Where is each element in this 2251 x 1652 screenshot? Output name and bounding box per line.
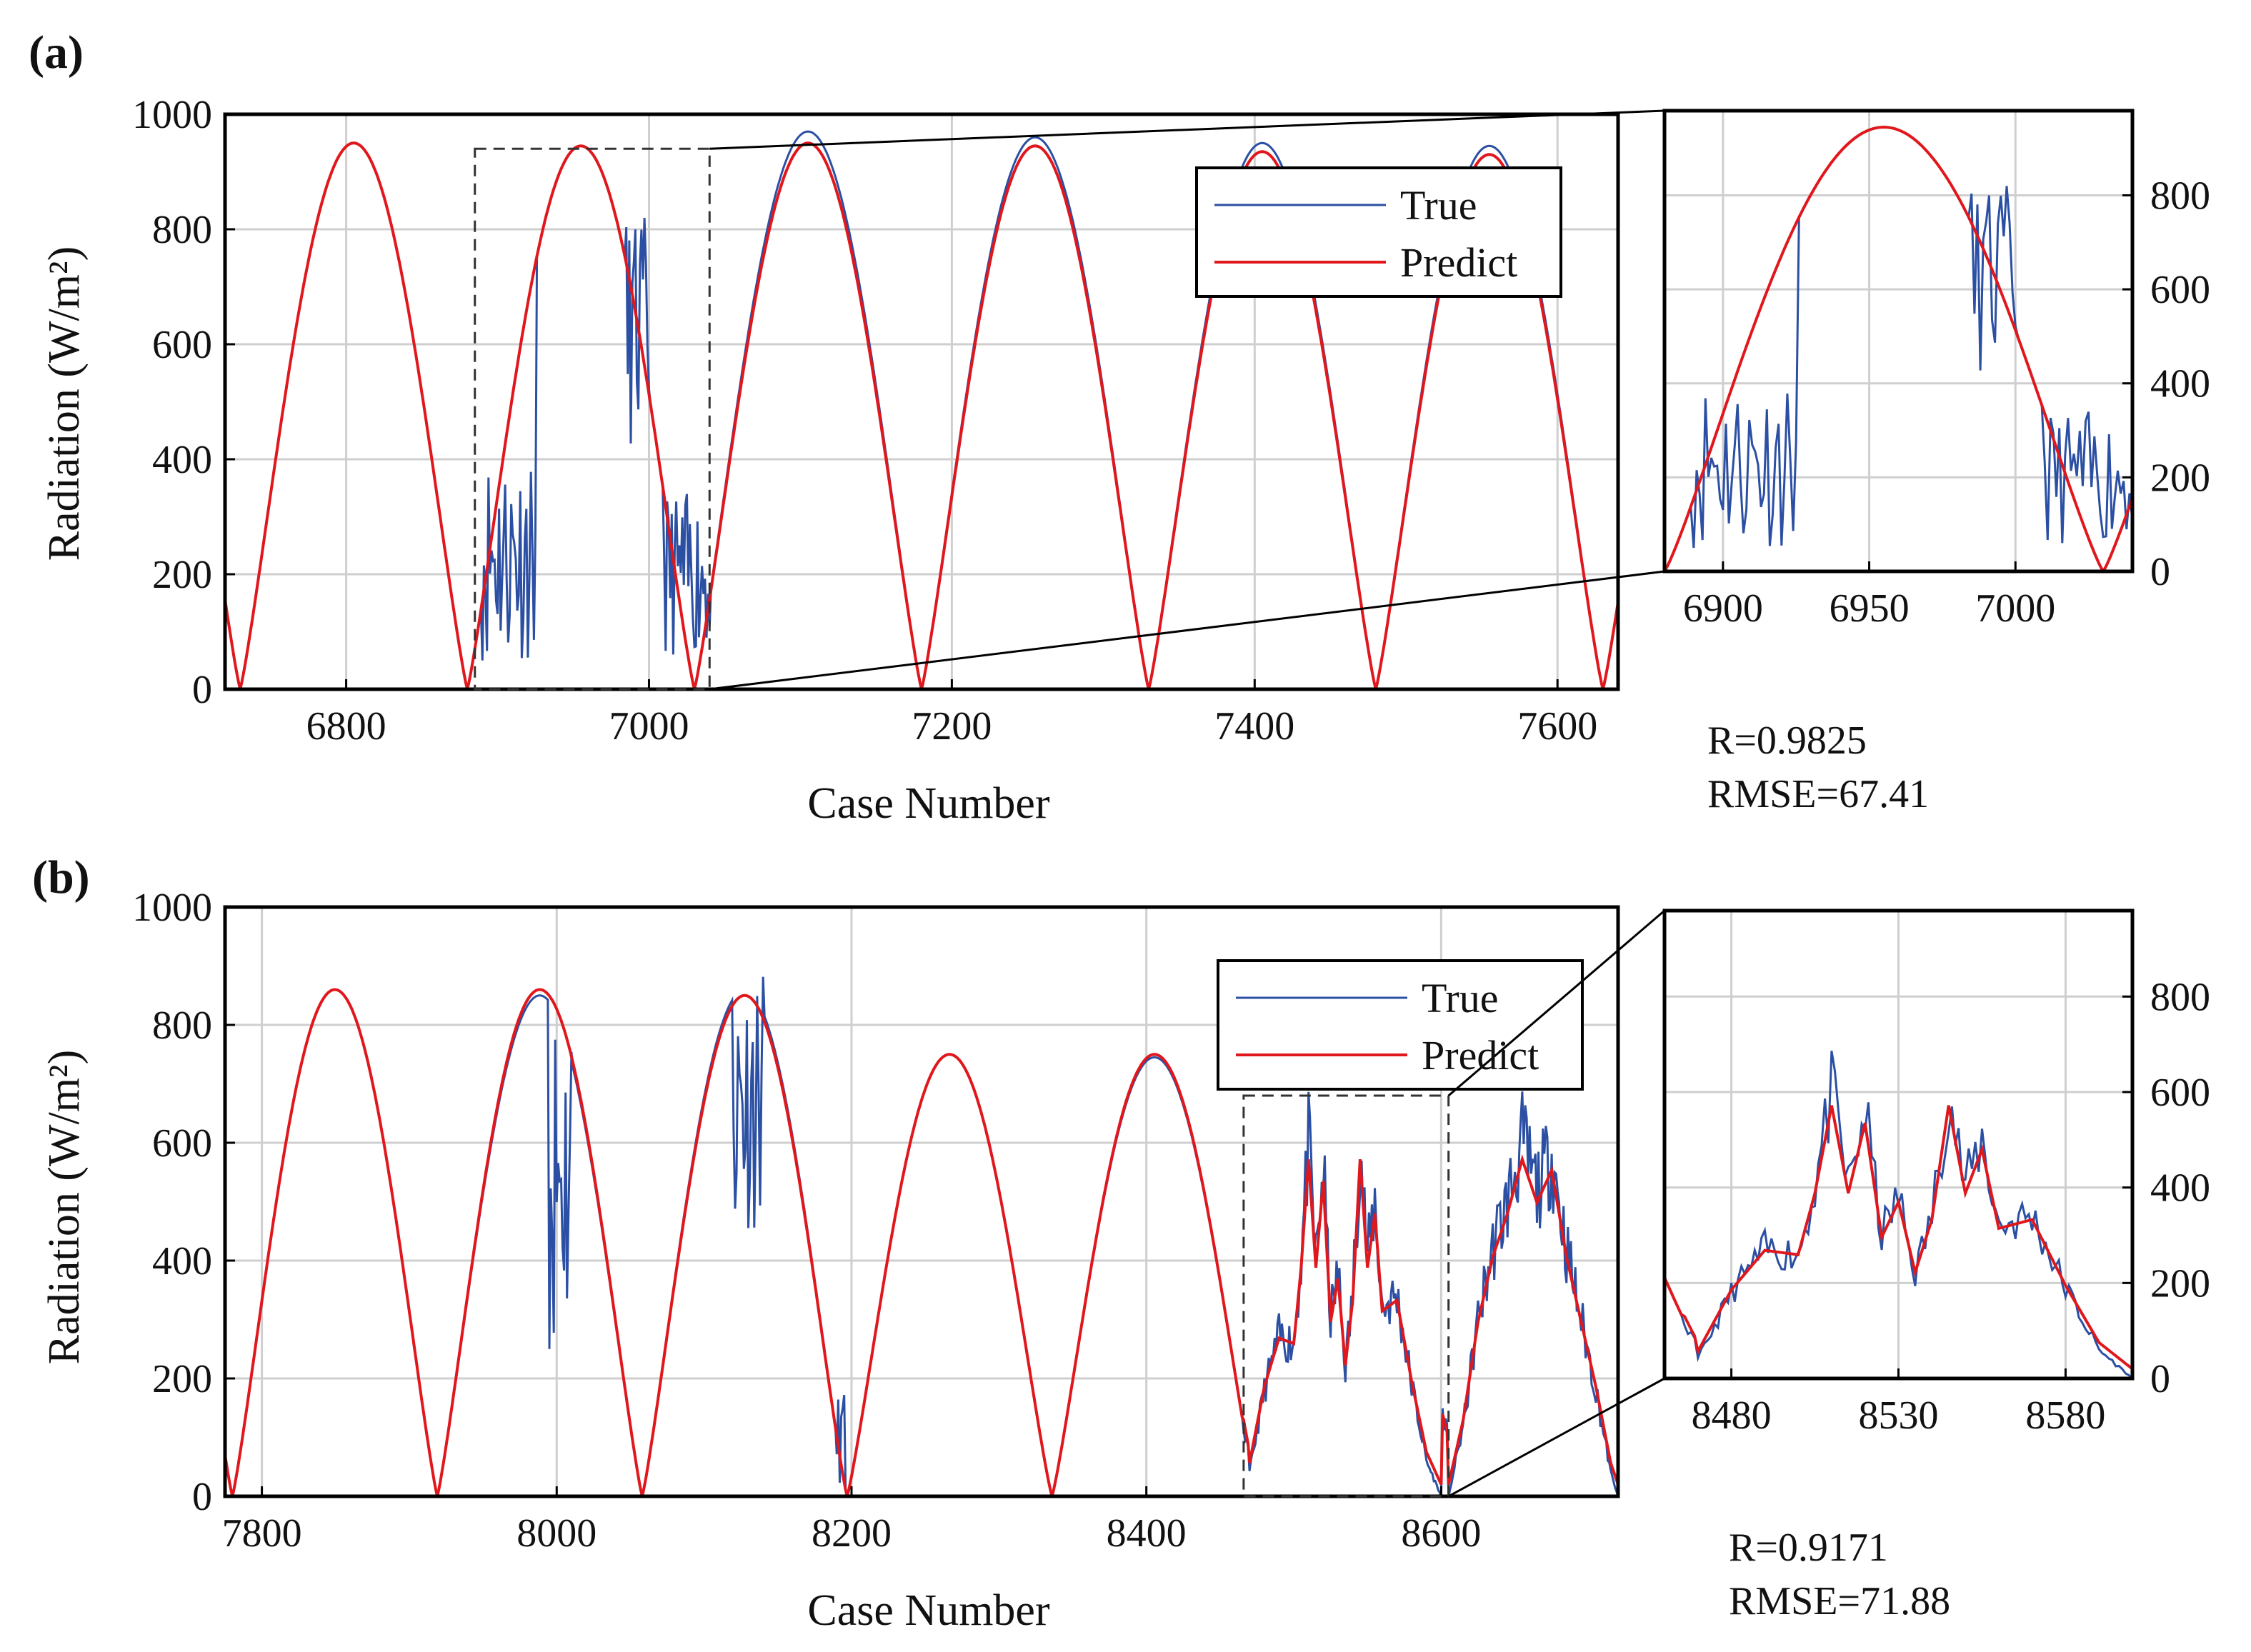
panel-a-r-value: R=0.9825 <box>1707 719 1867 763</box>
a-inset-ytick-label-0: 0 <box>2150 550 2170 594</box>
a-main-xtick-label-0: 6800 <box>306 704 386 749</box>
a-main-ytick-label-4: 800 <box>152 208 212 252</box>
b-main-ytick-label-5: 1000 <box>132 886 212 930</box>
a-inset-frame <box>1662 109 2135 574</box>
a-main-xtick-label-2: 7200 <box>912 704 992 749</box>
b-main-xtick-label-3: 8400 <box>1107 1511 1187 1556</box>
b-main-xtick-label-1: 8000 <box>516 1511 597 1556</box>
b-main-ytick-label-0: 0 <box>192 1475 212 1519</box>
b-main-legend-box <box>1217 959 1584 1091</box>
panel-b-ylabel: Radiation (W/m²) <box>40 1050 89 1364</box>
a-inset-xtick-label-0: 6900 <box>1683 586 1763 631</box>
b-main-legend-label-0: True <box>1422 975 1498 1021</box>
panel-a-ylabel: Radiation (W/m²) <box>40 246 89 561</box>
b-main-ytick-label-2: 400 <box>152 1239 212 1283</box>
panel-b-xlabel: Case Number <box>807 1586 1050 1635</box>
a-main-xtick-label-4: 7600 <box>1517 704 1597 749</box>
b-inset-xtick-label-0: 8480 <box>1692 1393 1772 1438</box>
b-main-ytick-label-1: 200 <box>152 1357 212 1401</box>
panel-b-rmse-value: RMSE=71.88 <box>1729 1579 1950 1623</box>
a-main-zoom-connector-bottom <box>709 570 1665 691</box>
b-main-xtick-label-0: 7800 <box>222 1511 302 1556</box>
panel-a-xlabel: Case Number <box>807 779 1050 828</box>
b-main-frame <box>223 905 1620 1498</box>
a-main-zoom-box <box>474 147 711 691</box>
panel-b-r-value: R=0.9171 <box>1729 1526 1888 1570</box>
panel-b-label: (b) <box>32 851 90 903</box>
a-inset-ytick-label-1: 200 <box>2150 456 2210 500</box>
a-main-series-predict <box>225 141 1618 689</box>
a-inset-ytick-label-3: 600 <box>2150 268 2210 312</box>
a-main-frame <box>223 112 1620 691</box>
a-main-ytick-label-2: 400 <box>152 438 212 482</box>
a-main-zoom-connector-top <box>709 109 1665 150</box>
b-main-xtick-label-2: 8200 <box>812 1511 892 1556</box>
b-main-xtick-label-4: 8600 <box>1401 1511 1481 1556</box>
b-main-zoom-box <box>1242 1094 1450 1498</box>
b-inset-series-predict <box>1664 1105 2132 1371</box>
b-main-zoom-connector-bottom <box>1447 1377 1665 1498</box>
a-inset-ytick-label-4: 800 <box>2150 174 2210 218</box>
a-inset-ytick-label-2: 400 <box>2150 362 2210 406</box>
b-inset-ytick-label-4: 800 <box>2150 975 2210 1019</box>
a-inset-xtick-label-2: 7000 <box>1975 586 2055 631</box>
b-inset-xtick-label-2: 8580 <box>2025 1393 2105 1438</box>
b-main-legend-label-1: Predict <box>1422 1032 1539 1078</box>
b-main-ytick-label-3: 600 <box>152 1121 212 1166</box>
a-main-legend-label-1: Predict <box>1400 239 1517 286</box>
b-main-zoom-connector-top <box>1447 909 1665 1097</box>
b-inset-xtick-label-1: 8530 <box>1859 1393 1939 1438</box>
b-main-ytick-label-4: 800 <box>152 1003 212 1048</box>
panel-a-label: (a) <box>29 26 84 79</box>
a-inset-series-predict <box>1664 125 2132 571</box>
b-inset-ytick-label-1: 200 <box>2150 1261 2210 1306</box>
a-main-ytick-label-1: 200 <box>152 553 212 597</box>
a-inset-series-true <box>1664 126 2132 571</box>
b-inset-ytick-label-3: 600 <box>2150 1071 2210 1115</box>
a-main-legend-box <box>1195 166 1562 298</box>
panel-a-rmse-value: RMSE=67.41 <box>1707 772 1929 816</box>
b-inset-ytick-label-0: 0 <box>2150 1357 2170 1401</box>
a-main-ytick-label-0: 0 <box>192 668 212 712</box>
a-inset-xtick-label-1: 6950 <box>1830 586 1910 631</box>
a-main-xtick-label-3: 7400 <box>1214 704 1294 749</box>
a-main-ytick-label-5: 1000 <box>132 93 212 137</box>
b-inset-ytick-label-2: 400 <box>2150 1166 2210 1211</box>
a-main-xtick-label-1: 7000 <box>609 704 689 749</box>
a-main-legend-label-0: True <box>1400 182 1477 229</box>
a-main-ytick-label-3: 600 <box>152 323 212 367</box>
b-main-series-predict <box>225 988 1618 1496</box>
